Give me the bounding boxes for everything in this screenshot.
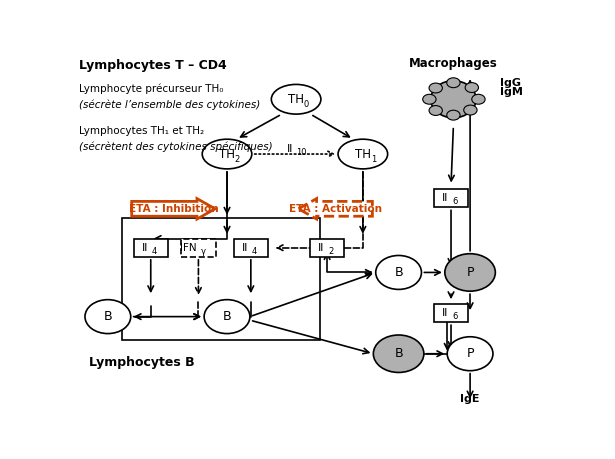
FancyArrow shape — [298, 199, 373, 219]
Text: IFN: IFN — [180, 243, 197, 253]
Ellipse shape — [338, 139, 387, 169]
FancyBboxPatch shape — [234, 239, 268, 257]
FancyArrow shape — [132, 199, 215, 219]
Text: (sécrète l’ensemble des cytokines): (sécrète l’ensemble des cytokines) — [79, 99, 261, 110]
Text: IgM: IgM — [500, 87, 523, 97]
Circle shape — [429, 106, 442, 116]
Text: 4: 4 — [152, 247, 157, 256]
Ellipse shape — [373, 335, 424, 372]
Ellipse shape — [445, 254, 495, 291]
Text: Il: Il — [142, 243, 148, 253]
FancyBboxPatch shape — [434, 189, 468, 207]
Text: (sécrètent des cytokines spécifiques): (sécrètent des cytokines spécifiques) — [79, 142, 273, 152]
FancyBboxPatch shape — [181, 239, 216, 257]
Text: 0: 0 — [304, 100, 309, 109]
Text: Il: Il — [287, 144, 294, 154]
Text: Il: Il — [242, 243, 248, 253]
FancyBboxPatch shape — [133, 239, 168, 257]
Text: Il: Il — [442, 193, 449, 203]
Text: 2: 2 — [328, 247, 333, 256]
Circle shape — [423, 94, 436, 104]
Ellipse shape — [271, 84, 321, 114]
Text: IgG: IgG — [500, 78, 521, 88]
Ellipse shape — [204, 300, 250, 334]
Text: ETA : Activation: ETA : Activation — [289, 204, 382, 214]
Text: TH: TH — [219, 147, 235, 161]
Ellipse shape — [376, 256, 421, 290]
Text: Lymphocyte précurseur TH₀: Lymphocyte précurseur TH₀ — [79, 84, 224, 94]
Ellipse shape — [85, 300, 131, 334]
Ellipse shape — [447, 337, 493, 371]
Circle shape — [429, 83, 442, 93]
FancyBboxPatch shape — [434, 304, 468, 322]
Text: Lymphocytes B: Lymphocytes B — [89, 356, 194, 369]
Text: P: P — [466, 347, 474, 360]
Text: TH: TH — [288, 93, 304, 106]
Ellipse shape — [430, 81, 476, 118]
Text: 1: 1 — [371, 155, 376, 164]
Text: IgE: IgE — [461, 394, 480, 404]
Circle shape — [464, 105, 477, 115]
Text: 2: 2 — [235, 155, 240, 164]
Text: Lymphocytes TH₁ et TH₂: Lymphocytes TH₁ et TH₂ — [79, 126, 204, 136]
Circle shape — [446, 110, 460, 120]
Text: 6: 6 — [452, 197, 458, 206]
Text: Macrophages: Macrophages — [409, 57, 498, 70]
Text: P: P — [466, 266, 474, 279]
Text: TH: TH — [355, 147, 371, 161]
Text: 10: 10 — [296, 148, 307, 157]
Text: 4: 4 — [252, 247, 257, 256]
Text: B: B — [394, 266, 403, 279]
Circle shape — [472, 94, 485, 104]
Text: B: B — [103, 310, 112, 323]
Text: Lymphocytes T – CD4: Lymphocytes T – CD4 — [79, 59, 227, 72]
Text: Il: Il — [319, 243, 325, 253]
Text: ETA : Inhibition: ETA : Inhibition — [129, 204, 218, 214]
Circle shape — [446, 78, 460, 88]
Text: γ: γ — [200, 247, 205, 256]
Text: B: B — [394, 347, 403, 360]
Text: B: B — [223, 310, 231, 323]
Text: Il: Il — [442, 308, 449, 318]
FancyBboxPatch shape — [310, 239, 344, 257]
Circle shape — [465, 83, 478, 93]
Text: 6: 6 — [452, 312, 458, 321]
Ellipse shape — [202, 139, 252, 169]
